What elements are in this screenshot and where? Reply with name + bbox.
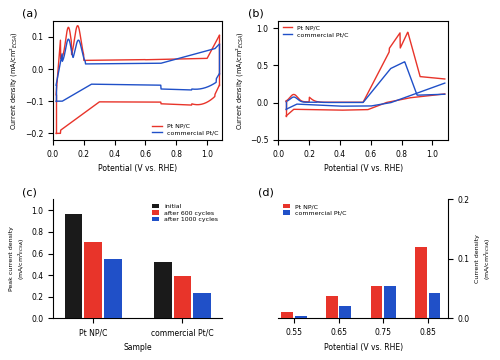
Legend: initial, after 600 cycles, after 1000 cycles: initial, after 600 cycles, after 1000 cy…: [150, 203, 220, 224]
X-axis label: Sample: Sample: [124, 343, 152, 352]
Bar: [340, 306, 351, 318]
Y-axis label: Current density
(mA/cm²$_{ECSA}$): Current density (mA/cm²$_{ECSA}$): [476, 234, 492, 283]
X-axis label: Potential (V vs. RHE): Potential (V vs. RHE): [324, 164, 402, 173]
Bar: [193, 293, 211, 318]
Y-axis label: Current density (mA/cm²$_{ECSA}$): Current density (mA/cm²$_{ECSA}$): [234, 31, 244, 130]
Text: (d): (d): [258, 187, 274, 197]
Bar: [282, 312, 293, 318]
Bar: [384, 286, 396, 318]
Text: (a): (a): [22, 9, 38, 18]
Bar: [104, 259, 122, 318]
Legend: Pt NP/C, commercial Pt/C: Pt NP/C, commercial Pt/C: [282, 203, 348, 217]
X-axis label: Potential (V vs. RHE): Potential (V vs. RHE): [98, 164, 178, 173]
Bar: [326, 296, 338, 318]
Bar: [428, 293, 440, 318]
Y-axis label: Peak current density
(mA/cm²$_{ECSA}$): Peak current density (mA/cm²$_{ECSA}$): [9, 226, 26, 291]
Bar: [415, 247, 427, 318]
Legend: Pt NP/C, commercial Pt/C: Pt NP/C, commercial Pt/C: [151, 122, 220, 137]
Bar: [295, 316, 306, 318]
X-axis label: Potential (V vs. RHE): Potential (V vs. RHE): [324, 343, 402, 352]
Bar: [370, 286, 382, 318]
Bar: [84, 242, 102, 318]
Bar: [64, 214, 82, 318]
Bar: [154, 262, 172, 318]
Text: (c): (c): [22, 187, 38, 197]
Y-axis label: Current density (mA/cm²$_{ECSA}$): Current density (mA/cm²$_{ECSA}$): [8, 31, 20, 130]
Text: (b): (b): [248, 9, 264, 18]
Legend: Pt NP/C, commercial Pt/C: Pt NP/C, commercial Pt/C: [282, 24, 350, 39]
Bar: [174, 276, 191, 318]
